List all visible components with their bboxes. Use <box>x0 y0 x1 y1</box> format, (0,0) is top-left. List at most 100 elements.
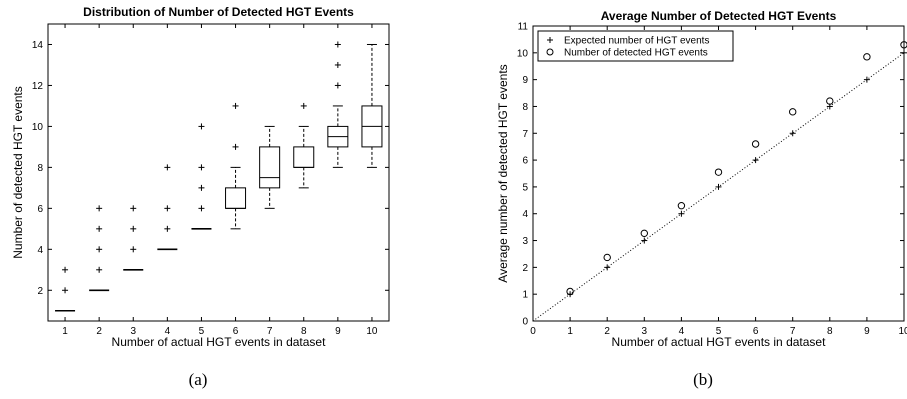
box-outlier <box>96 205 103 212</box>
scatter-point-expected <box>715 183 722 190</box>
legend-marker-plus <box>547 37 553 43</box>
box-outlier <box>334 41 341 48</box>
box-plot-y-tick-label: 4 <box>37 245 43 256</box>
scatter-x-tick-label: 5 <box>716 326 722 337</box>
scatter-point-expected <box>863 76 870 83</box>
scatter-title: Average Number of Detected HGT Events <box>601 9 837 23</box>
scatter-x-tick-label: 9 <box>864 326 870 337</box>
scatter-point-detected <box>751 140 760 148</box>
box-outlier <box>300 102 307 109</box>
legend-entry: Number of detected HGT events <box>564 48 708 59</box>
box-outlier <box>130 205 137 212</box>
scatter-y-tick-label: 10 <box>517 48 529 59</box>
scatter-y-tick-label: 0 <box>522 317 528 328</box>
scatter-point-expected <box>901 49 907 56</box>
scatter-point-detected <box>900 41 907 49</box>
scatter-y-tick-label: 9 <box>522 75 528 86</box>
legend-marker-circle <box>546 48 554 56</box>
scatter-point-expected <box>641 237 648 244</box>
box-outlier <box>232 102 239 109</box>
scatter-y-tick-label: 3 <box>522 236 528 247</box>
box-plot-x-tick-label: 10 <box>366 326 378 337</box>
box-plot-y-axis-label: Number of detected HGT events <box>11 86 25 259</box>
scatter-point-detected <box>826 97 834 105</box>
box-plot-title: Distribution of Number of Detected HGT E… <box>83 5 354 19</box>
box-plot-x-tick-label: 4 <box>165 326 171 337</box>
scatter-point-detected <box>789 108 797 116</box>
box-6 <box>225 166 247 230</box>
caption-b: (b) <box>693 370 713 389</box>
scatter-x-tick-label: 0 <box>530 326 536 337</box>
box-8 <box>293 125 315 189</box>
box-outlier <box>96 266 103 273</box>
box-body <box>293 146 315 168</box>
box-plot-y-tick-label: 10 <box>32 122 44 133</box>
box-plot-x-axis-label: Number of actual HGT events in dataset <box>112 335 327 349</box>
scatter-y-tick-label: 4 <box>522 209 528 220</box>
box-outlier <box>62 287 69 294</box>
box-outlier <box>198 205 205 212</box>
box-plot-y-tick-label: 2 <box>37 286 43 297</box>
box-plot-x-tick-label: 1 <box>62 326 68 337</box>
scatter-point-detected <box>677 201 686 210</box>
box-outlier <box>164 205 171 212</box>
box-outlier <box>198 184 205 191</box>
scatter-point-expected <box>752 157 759 164</box>
scatter-point-detected <box>603 253 611 262</box>
box-outlier <box>62 266 69 273</box>
box-plot-y-tick-label: 8 <box>37 163 43 174</box>
scatter-x-tick-label: 3 <box>642 326 648 337</box>
scatter-point-detected <box>714 168 723 176</box>
caption-a: (a) <box>188 370 208 389</box>
scatter-point-expected <box>678 210 685 217</box>
box-outlier <box>334 61 341 68</box>
scatter-point-expected <box>789 130 796 137</box>
box-plot-x-tick-label: 2 <box>96 326 102 337</box>
box-outlier <box>164 164 171 171</box>
scatter-point-detected <box>863 53 871 61</box>
scatter-y-tick-label: 1 <box>522 290 528 301</box>
box-outlier <box>198 164 205 171</box>
box-plot-y-tick-label: 14 <box>32 40 44 51</box>
scatter-point-detected <box>566 287 574 296</box>
box-plot-y-tick-label: 6 <box>37 204 43 215</box>
box-plot-y-tick-label: 12 <box>32 81 44 92</box>
legend <box>537 30 734 62</box>
box-plot-x-tick-label: 6 <box>233 326 239 337</box>
box-outlier <box>96 225 103 232</box>
box-outlier <box>130 246 137 253</box>
box-outlier <box>130 225 137 232</box>
box-9 <box>327 105 349 168</box>
box-body <box>225 187 247 209</box>
scatter-x-tick-label: 4 <box>679 326 685 337</box>
box-10 <box>361 43 383 168</box>
scatter-y-axis-label: Average number of detected HGT events <box>496 64 510 282</box>
scatter-point-detected <box>640 229 648 238</box>
scatter-x-tick-label: 6 <box>753 326 759 337</box>
box-plot-axes <box>47 23 390 322</box>
legend-entry: Expected number of HGT events <box>564 36 709 47</box>
scatter-y-tick-label: 7 <box>522 129 528 140</box>
box-body <box>259 146 281 189</box>
scatter-y-tick-label: 2 <box>522 263 528 274</box>
scatter-x-tick-label: 2 <box>604 326 610 337</box>
box-outlier <box>334 82 341 89</box>
scatter-x-tick-label: 1 <box>567 326 573 337</box>
scatter-x-axis-label: Number of actual HGT events in dataset <box>612 335 827 349</box>
scatter-x-tick-label: 10 <box>898 326 907 337</box>
scatter-y-tick-label: 6 <box>522 156 528 167</box>
box-plot-x-tick-label: 9 <box>335 326 341 337</box>
scatter-y-tick-label: 8 <box>522 102 528 113</box>
scatter-y-tick-label: 11 <box>518 22 529 33</box>
box-7 <box>259 125 281 209</box>
box-outlier <box>198 123 205 130</box>
box-plot-x-tick-label: 5 <box>199 326 205 337</box>
scatter-point-expected <box>604 264 611 271</box>
box-outlier <box>232 143 239 150</box>
scatter-axes <box>532 25 905 322</box>
box-outlier <box>164 225 171 232</box>
box-plot-x-tick-label: 7 <box>267 326 273 337</box>
box-outlier <box>96 246 103 253</box>
box-plot-x-tick-label: 3 <box>130 326 136 337</box>
